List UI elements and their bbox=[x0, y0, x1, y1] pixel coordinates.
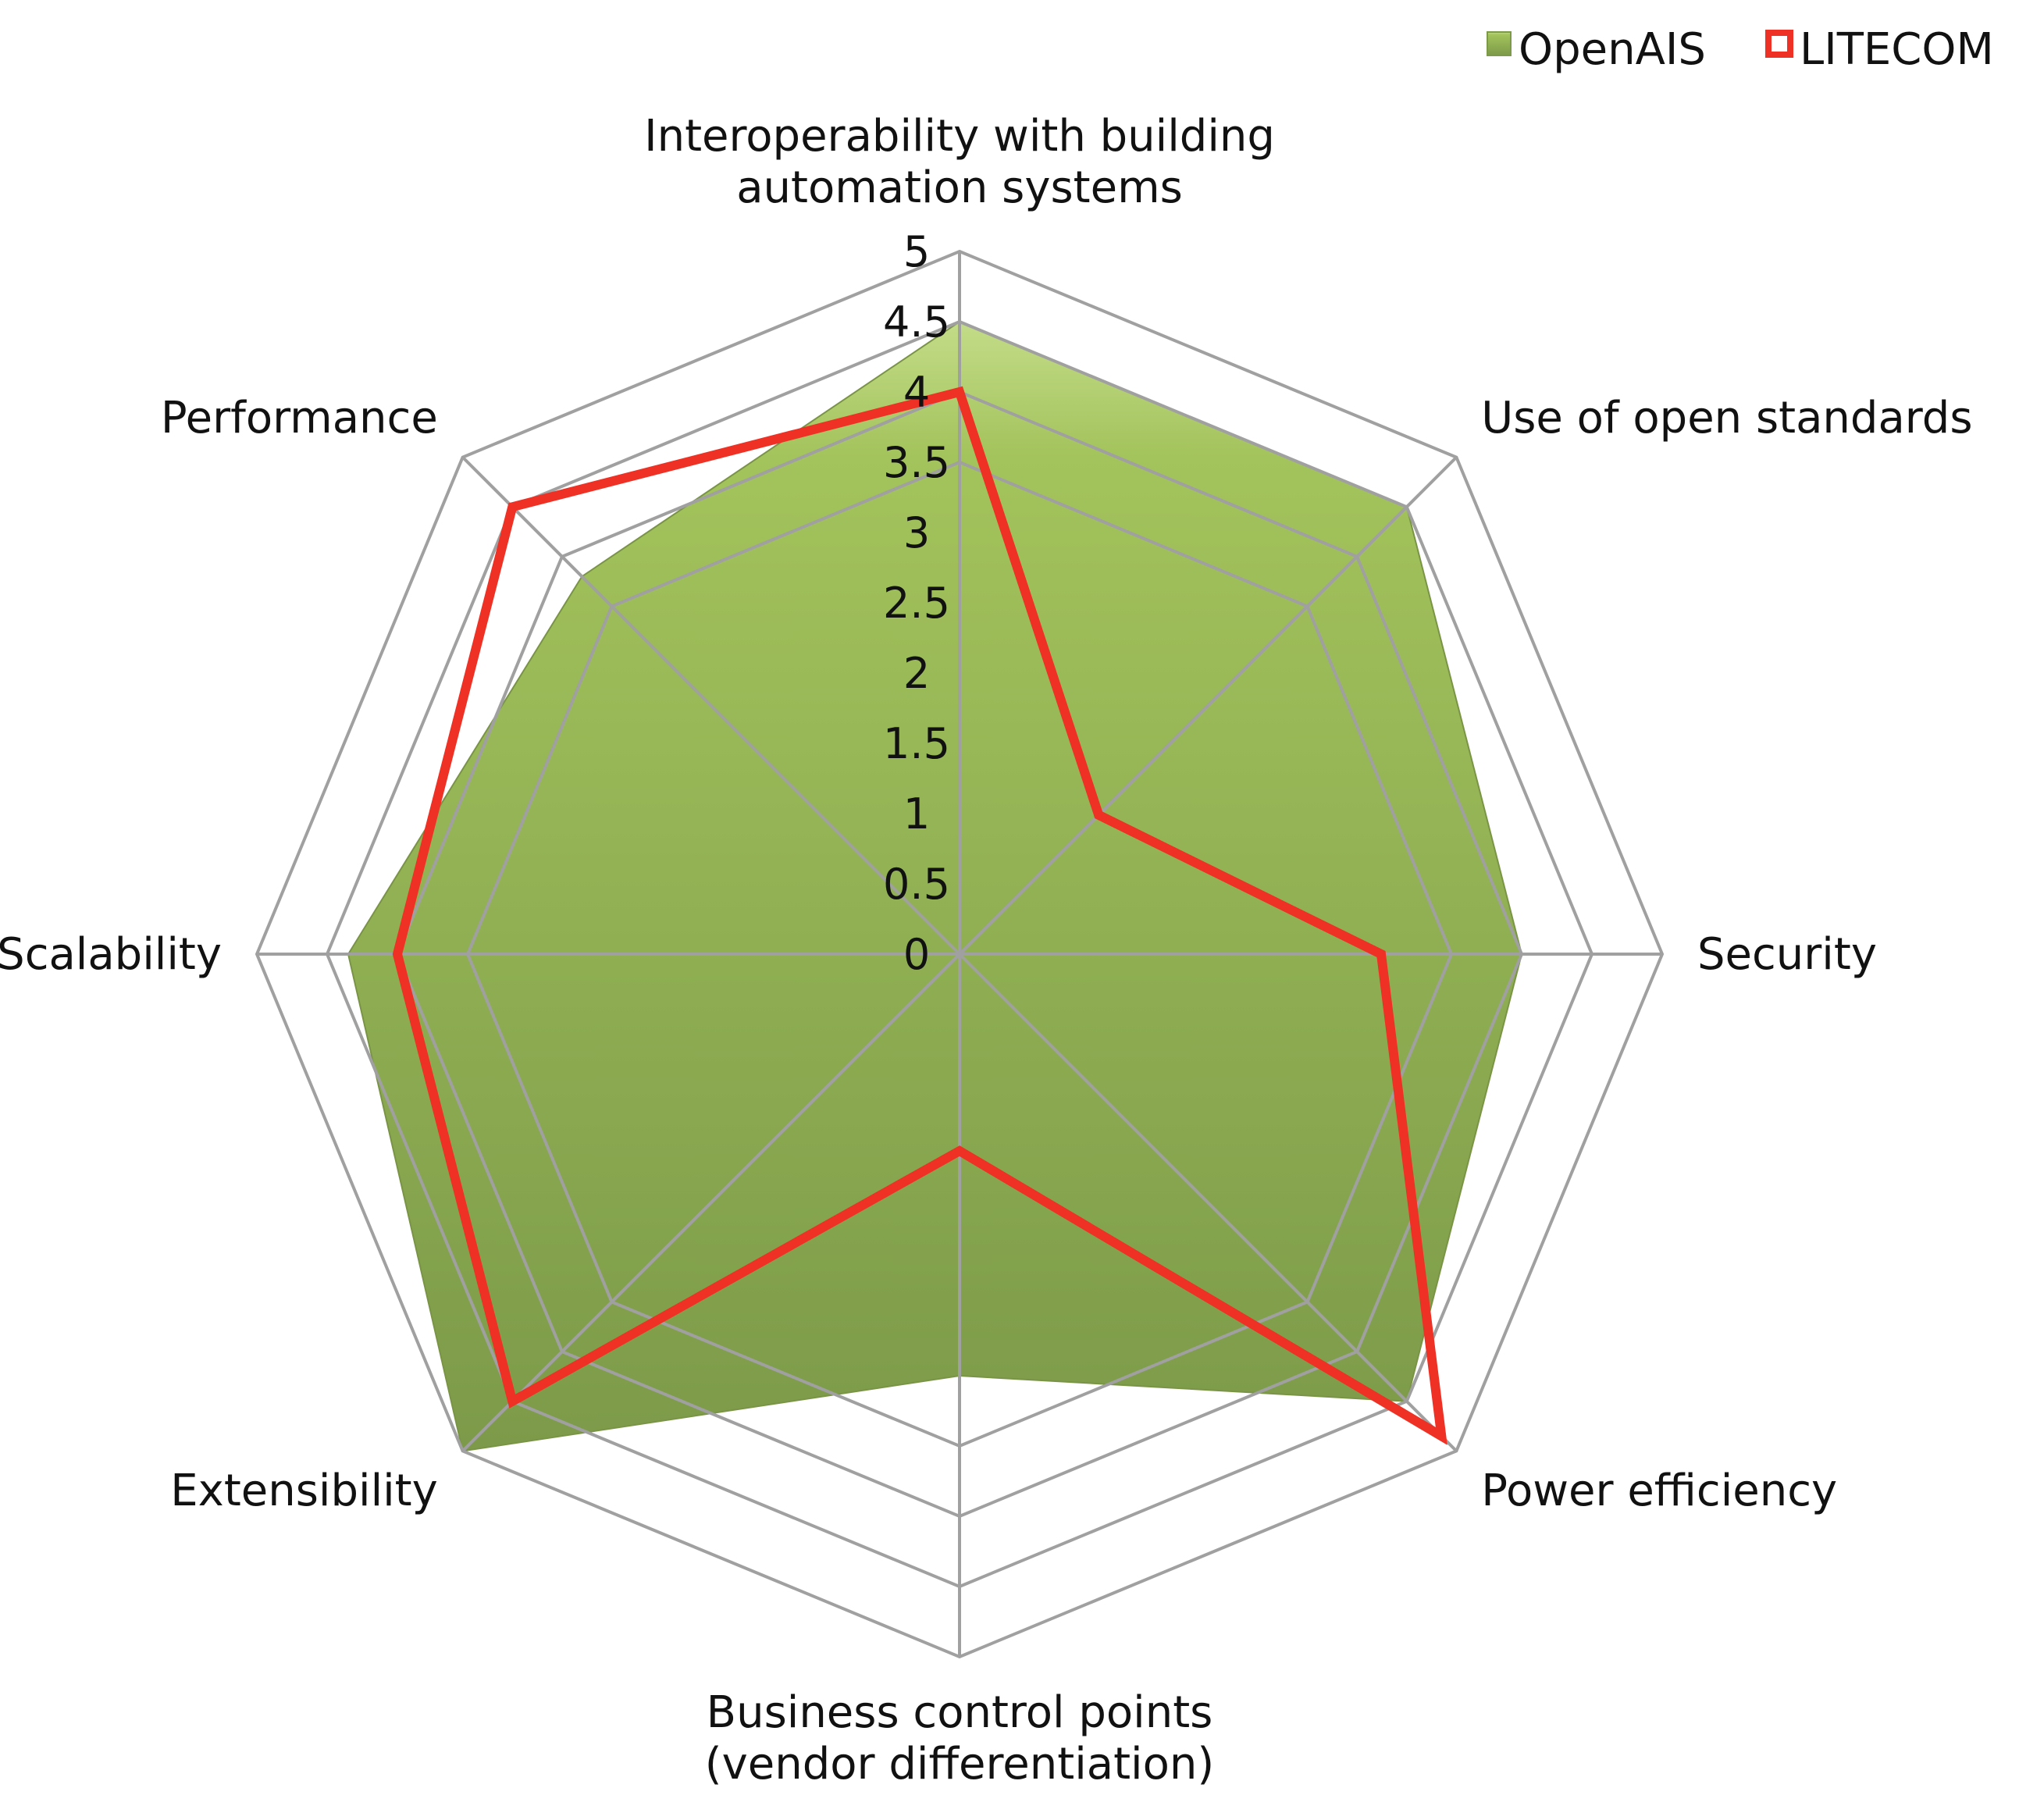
category-label-line-4-0: Business control points bbox=[707, 1687, 1213, 1738]
legend: OpenAIS LITECOM bbox=[1487, 24, 1994, 75]
category-label-line-5-0: Extensibility bbox=[170, 1466, 437, 1516]
spoke-line-3 bbox=[958, 953, 1458, 1452]
tick-label-5: 5 bbox=[903, 227, 930, 276]
category-label-scalability: Scalability bbox=[0, 929, 222, 980]
gridline-ring-3-5 bbox=[465, 460, 1454, 1448]
spoke-line-1 bbox=[958, 456, 1458, 956]
gridline-ring-4-5 bbox=[325, 319, 1594, 1589]
category-label-line-1-0: Use of open standards bbox=[1481, 393, 1972, 443]
category-label-business-control-points-vendor-differentiation: Business control points(vendor different… bbox=[705, 1687, 1214, 1790]
category-labels-group: Interoperability with buildingautomation… bbox=[0, 111, 1973, 1790]
gridline-ring-4 bbox=[395, 390, 1524, 1519]
gridline-ring-5 bbox=[255, 249, 1665, 1659]
tick-label-2: 2 bbox=[903, 649, 930, 698]
legend-item-openais: OpenAIS bbox=[1487, 24, 1706, 75]
tick-label-3: 3 bbox=[903, 508, 930, 557]
spoke-line-7 bbox=[461, 456, 961, 956]
category-label-line-4-1: (vendor differentiation) bbox=[705, 1739, 1214, 1790]
legend-label-openais: OpenAIS bbox=[1519, 24, 1706, 75]
tick-label-1: 1 bbox=[903, 789, 930, 839]
category-label-line-6-0: Scalability bbox=[0, 929, 222, 980]
category-label-use-of-open-standards: Use of open standards bbox=[1481, 393, 1972, 443]
grid-group bbox=[255, 249, 1665, 1659]
tick-label-0: 0 bbox=[903, 930, 930, 979]
category-label-performance: Performance bbox=[161, 393, 438, 443]
category-label-extensibility: Extensibility bbox=[170, 1466, 437, 1516]
litecom-line-group bbox=[392, 386, 1447, 1445]
legend-swatch-litecom bbox=[1765, 30, 1793, 58]
series-line-litecom bbox=[392, 386, 1447, 1445]
category-label-security: Security bbox=[1697, 929, 1877, 980]
category-label-line-3-0: Power efficiency bbox=[1481, 1466, 1837, 1516]
category-label-power-efficiency: Power efficiency bbox=[1481, 1466, 1837, 1516]
tick-label-4: 4 bbox=[903, 368, 930, 417]
category-label-line-7-0: Performance bbox=[161, 393, 438, 443]
tick-label-0-5: 0.5 bbox=[883, 860, 950, 909]
legend-item-litecom: LITECOM bbox=[1765, 24, 1994, 75]
tick-label-2-5: 2.5 bbox=[883, 579, 950, 628]
tick-labels-group: 0 0.5 1 1.5 2 2.5 3 3.5 4 4.5 5 bbox=[883, 227, 950, 979]
category-label-interoperability-with-building-automation-systems: Interoperability with buildingautomation… bbox=[644, 111, 1275, 213]
category-label-line-0-1: automation systems bbox=[736, 162, 1183, 213]
tick-label-3-5: 3.5 bbox=[883, 438, 950, 487]
legend-swatch-openais bbox=[1487, 31, 1512, 56]
category-label-line-2-0: Security bbox=[1697, 929, 1877, 980]
spoke-line-5 bbox=[461, 953, 961, 1452]
tick-label-1-5: 1.5 bbox=[883, 719, 950, 768]
legend-label-litecom: LITECOM bbox=[1800, 24, 1994, 75]
category-label-line-0-0: Interoperability with building bbox=[644, 111, 1275, 162]
tick-label-4-5: 4.5 bbox=[883, 297, 950, 347]
